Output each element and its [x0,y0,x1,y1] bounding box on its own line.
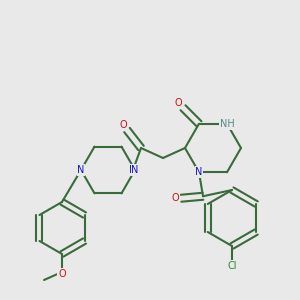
Text: N: N [129,165,137,175]
Text: O: O [174,98,182,108]
Text: O: O [119,120,127,130]
Text: NH: NH [220,119,234,129]
Text: N: N [131,165,139,175]
Text: O: O [171,193,179,203]
Text: N: N [195,167,203,177]
Text: O: O [58,269,66,279]
Text: N: N [77,165,85,175]
Text: Cl: Cl [227,261,237,271]
